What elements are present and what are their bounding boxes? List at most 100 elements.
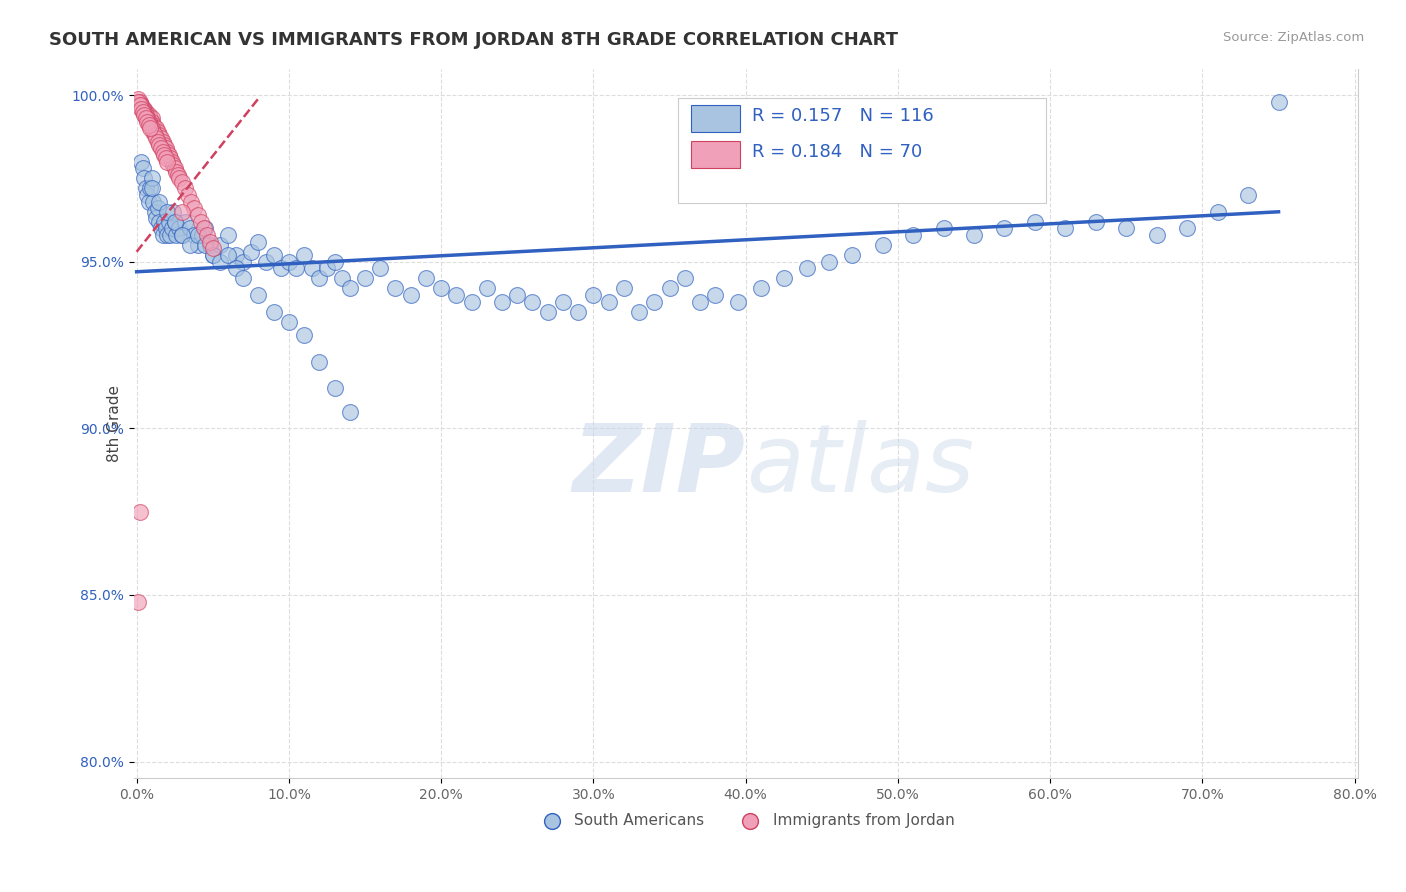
Point (818, 254, 841, 268)
Point (796, 261, 818, 276)
Point (172, 228, 194, 243)
Point (582, 288, 605, 302)
Text: R = 0.157   N = 116: R = 0.157 N = 116 (752, 107, 934, 125)
Point (145, 211, 167, 226)
Point (129, 102, 152, 116)
Text: atlas: atlas (745, 420, 974, 511)
Point (491, 294, 513, 309)
Point (628, 304, 651, 318)
Point (166, 168, 188, 182)
Point (1237, 188, 1260, 202)
Y-axis label: 8th Grade: 8th Grade (107, 384, 122, 462)
Point (160, 154, 183, 169)
Point (323, 381, 346, 395)
Point (201, 242, 224, 256)
Point (146, 135, 169, 149)
Point (129, 98, 152, 112)
Point (522, 294, 544, 309)
Point (1175, 221, 1198, 235)
Point (179, 221, 201, 235)
Point (142, 118, 165, 132)
Point (135, 112, 157, 126)
Point (156, 228, 179, 243)
Point (1146, 228, 1168, 243)
Point (160, 221, 183, 235)
Point (186, 228, 208, 243)
Point (134, 104, 156, 119)
Point (658, 281, 681, 295)
Point (163, 161, 186, 176)
Point (446, 288, 468, 302)
Point (157, 215, 180, 229)
Point (152, 135, 174, 149)
Point (145, 121, 167, 136)
Point (167, 221, 190, 235)
Point (141, 121, 163, 136)
Point (136, 108, 159, 122)
Point (460, 294, 482, 309)
Point (128, 98, 150, 112)
Point (613, 281, 636, 295)
Point (598, 294, 620, 309)
Point (174, 181, 197, 195)
Point (201, 248, 224, 262)
Point (153, 215, 176, 229)
Point (172, 204, 194, 219)
Point (749, 281, 772, 295)
Point (191, 228, 214, 243)
Point (134, 108, 156, 122)
Point (354, 271, 377, 285)
Point (1267, 95, 1289, 109)
Point (993, 221, 1015, 235)
Point (247, 235, 270, 249)
Point (155, 152, 177, 166)
Point (841, 248, 863, 262)
Point (193, 221, 215, 235)
Point (153, 148, 176, 162)
Point (134, 171, 156, 186)
Point (399, 288, 422, 302)
Point (225, 248, 247, 262)
Text: ZIP: ZIP (572, 420, 745, 512)
Point (183, 228, 205, 243)
Point (551, 294, 574, 309)
Point (308, 355, 330, 369)
Point (277, 254, 299, 268)
Point (567, 304, 589, 318)
Point (162, 204, 184, 219)
Point (132, 104, 155, 119)
Point (872, 238, 894, 252)
Point (901, 228, 924, 243)
Point (316, 261, 339, 276)
Point (153, 138, 176, 153)
Point (165, 228, 187, 243)
Point (506, 288, 529, 302)
Text: SOUTH AMERICAN VS IMMIGRANTS FROM JORDAN 8TH GRADE CORRELATION CHART: SOUTH AMERICAN VS IMMIGRANTS FROM JORDAN… (49, 31, 898, 49)
Point (135, 104, 157, 119)
Point (159, 228, 181, 243)
Point (180, 194, 202, 209)
Point (179, 238, 201, 252)
Point (138, 115, 160, 129)
Point (172, 175, 194, 189)
Point (186, 208, 208, 222)
Point (141, 115, 163, 129)
Point (127, 91, 149, 105)
Point (136, 188, 159, 202)
Point (195, 228, 218, 243)
Point (186, 238, 208, 252)
Point (384, 281, 406, 295)
Point (232, 271, 254, 285)
Point (132, 102, 155, 116)
Legend: South Americans, Immigrants from Jordan: South Americans, Immigrants from Jordan (530, 807, 962, 834)
Point (162, 158, 184, 172)
Point (339, 405, 361, 419)
Point (232, 254, 254, 268)
Point (247, 288, 270, 302)
Point (673, 271, 696, 285)
Point (155, 221, 177, 235)
Point (155, 141, 177, 155)
Point (1084, 215, 1107, 229)
Point (141, 171, 163, 186)
Point (689, 294, 711, 309)
